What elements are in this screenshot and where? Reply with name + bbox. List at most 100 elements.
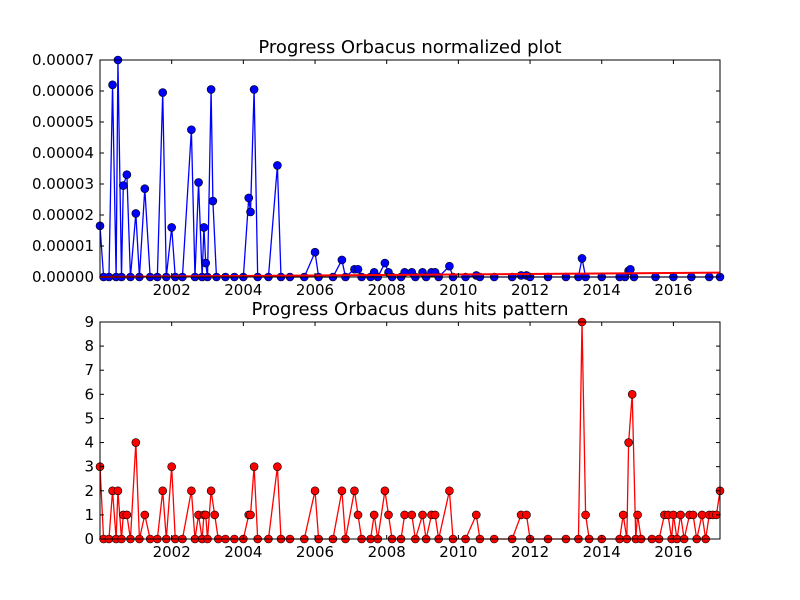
x-tick-label: 2016 — [654, 281, 692, 299]
y-tick-label: 7 — [84, 361, 94, 379]
x-tick-label: 2002 — [153, 543, 191, 561]
y-tick-label: 3 — [84, 458, 94, 476]
data-point — [206, 85, 216, 94]
data-point — [122, 170, 132, 179]
data-point — [167, 223, 176, 232]
x-tick-label: 2010 — [439, 281, 477, 299]
data-point — [108, 80, 117, 90]
data-point — [246, 207, 255, 217]
data-point — [140, 510, 150, 520]
data-point — [199, 223, 209, 232]
data-point — [471, 510, 481, 520]
data-point — [676, 510, 685, 520]
data-point — [418, 510, 427, 520]
y-tick-label: 0.00002 — [32, 206, 94, 224]
chart-title: Progress Orbacus normalized plot — [258, 37, 561, 58]
y-tick-label: 2 — [84, 482, 94, 500]
data-point — [210, 510, 219, 520]
y-tick-label: 0.00003 — [32, 175, 94, 193]
data-point — [246, 510, 255, 520]
x-tick-label: 2006 — [296, 543, 334, 561]
data-point — [158, 88, 168, 97]
x-tick-label: 2010 — [439, 543, 477, 561]
data-point — [430, 510, 440, 520]
y-tick-label: 4 — [84, 434, 94, 452]
data-point — [350, 486, 359, 496]
data-point — [208, 196, 218, 206]
x-tick-label: 2008 — [368, 543, 406, 561]
data-point — [624, 438, 633, 447]
data-point — [249, 462, 259, 471]
y-tick-label: 0.00000 — [32, 268, 94, 286]
data-point — [158, 486, 168, 496]
y-tick-label: 0.00004 — [32, 144, 94, 162]
data-point — [187, 486, 196, 496]
data-point — [627, 390, 637, 399]
x-tick-label: 2008 — [368, 281, 406, 299]
data-point — [618, 510, 628, 520]
data-point — [201, 510, 211, 520]
data-point — [697, 510, 707, 520]
data-point — [122, 510, 132, 520]
y-tick-label: 0 — [84, 530, 94, 548]
data-point — [118, 181, 128, 190]
data-point — [577, 254, 587, 263]
x-tick-label: 2016 — [654, 543, 692, 561]
data-point — [669, 510, 678, 520]
data-point — [445, 261, 454, 271]
y-tick-label: 0.00007 — [32, 51, 94, 69]
data-point — [131, 438, 141, 447]
x-tick-label: 2004 — [224, 543, 262, 561]
data-point — [688, 510, 698, 520]
chart-title: Progress Orbacus duns hits pattern — [251, 299, 568, 320]
data-point — [206, 486, 216, 496]
series-1 — [99, 271, 721, 278]
x-tick-label: 2002 — [153, 281, 191, 299]
x-tick-label: 2012 — [511, 281, 549, 299]
y-tick-label: 0.00005 — [32, 113, 94, 131]
y-tick-label: 0.00006 — [32, 82, 94, 100]
data-point — [337, 255, 347, 265]
data-point — [633, 510, 642, 520]
data-point — [140, 184, 150, 193]
x-tick-label: 2014 — [583, 281, 621, 299]
y-tick-label: 1 — [84, 506, 94, 524]
y-tick-label: 8 — [84, 337, 94, 355]
data-point — [380, 258, 390, 268]
data-point — [353, 510, 363, 520]
data-point — [131, 209, 141, 218]
data-point — [310, 486, 320, 496]
axes-frame — [99, 59, 721, 278]
axes-frame — [99, 321, 721, 540]
data-point — [187, 125, 196, 135]
data-point — [384, 510, 393, 520]
data-point — [194, 178, 203, 187]
x-tick-label: 2012 — [511, 543, 549, 561]
data-point — [113, 486, 123, 496]
data-point — [369, 510, 379, 520]
x-tick-label: 2014 — [583, 543, 621, 561]
data-point — [201, 258, 211, 268]
data-point — [273, 462, 282, 471]
chart-normalized-plot: Progress Orbacus normalized plot 2002 2004… — [32, 37, 725, 299]
data-point — [167, 462, 176, 471]
data-point — [353, 264, 363, 274]
data-point — [445, 486, 454, 496]
data-point — [407, 510, 417, 520]
data-point — [522, 510, 531, 520]
data-point — [400, 510, 409, 520]
y-tick-label: 6 — [84, 385, 94, 403]
data-point — [626, 264, 635, 274]
data-point — [310, 247, 320, 257]
y-tick-label: 5 — [84, 409, 94, 427]
y-tick-label: 0.00001 — [32, 237, 94, 255]
data-point — [337, 486, 347, 496]
data-point — [273, 161, 282, 170]
data-point — [581, 510, 590, 520]
data-point — [249, 85, 259, 94]
y-tick-label: 9 — [84, 313, 94, 331]
series-line — [99, 271, 721, 278]
